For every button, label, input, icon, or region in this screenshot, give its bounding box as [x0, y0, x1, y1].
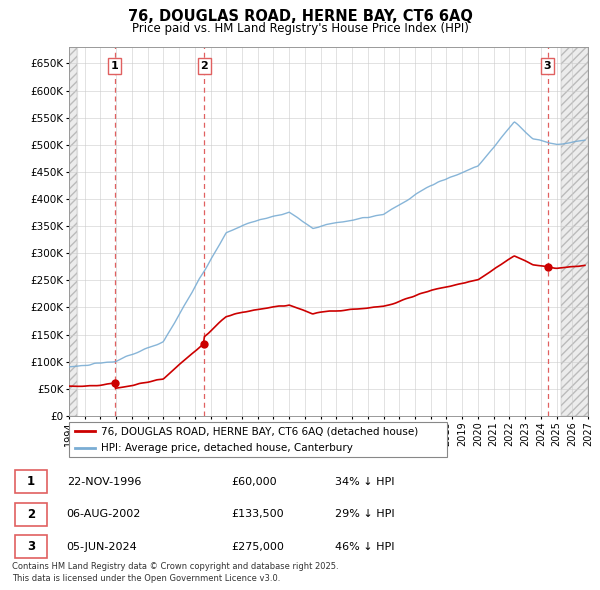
FancyBboxPatch shape — [69, 422, 447, 457]
Text: 1: 1 — [111, 61, 118, 71]
FancyBboxPatch shape — [15, 535, 47, 558]
Text: 29% ↓ HPI: 29% ↓ HPI — [335, 509, 394, 519]
Text: 1: 1 — [27, 476, 35, 489]
Text: 3: 3 — [544, 61, 551, 71]
Text: Contains HM Land Registry data © Crown copyright and database right 2025.
This d: Contains HM Land Registry data © Crown c… — [12, 562, 338, 583]
Text: £60,000: £60,000 — [231, 477, 277, 487]
Text: Price paid vs. HM Land Registry's House Price Index (HPI): Price paid vs. HM Land Registry's House … — [131, 22, 469, 35]
Text: 3: 3 — [27, 540, 35, 553]
Text: 2: 2 — [200, 61, 208, 71]
Text: £275,000: £275,000 — [231, 542, 284, 552]
Text: 34% ↓ HPI: 34% ↓ HPI — [335, 477, 394, 487]
FancyBboxPatch shape — [15, 470, 47, 493]
Text: HPI: Average price, detached house, Canterbury: HPI: Average price, detached house, Cant… — [101, 442, 353, 453]
Text: 22-NOV-1996: 22-NOV-1996 — [67, 477, 141, 487]
Text: £133,500: £133,500 — [231, 509, 284, 519]
Text: 05-JUN-2024: 05-JUN-2024 — [67, 542, 137, 552]
Text: 06-AUG-2002: 06-AUG-2002 — [67, 509, 141, 519]
Text: 76, DOUGLAS ROAD, HERNE BAY, CT6 6AQ (detached house): 76, DOUGLAS ROAD, HERNE BAY, CT6 6AQ (de… — [101, 427, 418, 437]
Text: 76, DOUGLAS ROAD, HERNE BAY, CT6 6AQ: 76, DOUGLAS ROAD, HERNE BAY, CT6 6AQ — [128, 9, 472, 24]
FancyBboxPatch shape — [15, 503, 47, 526]
Text: 2: 2 — [27, 508, 35, 521]
Text: 46% ↓ HPI: 46% ↓ HPI — [335, 542, 394, 552]
